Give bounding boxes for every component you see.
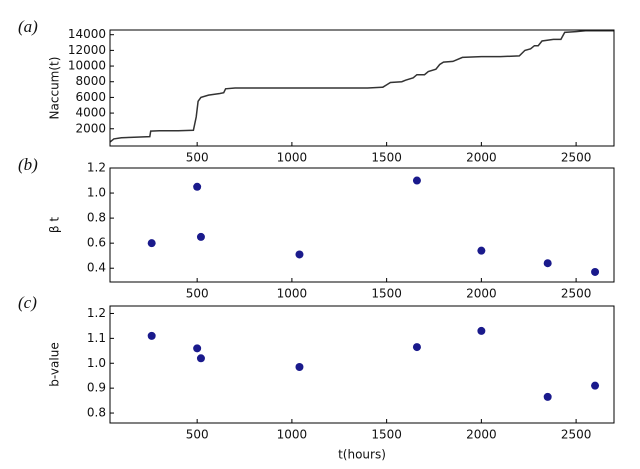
data-point: [147, 239, 156, 248]
data-point: [193, 182, 202, 191]
y-tick-label: 12000: [68, 43, 106, 57]
plot-frame: [109, 305, 615, 424]
data-point: [147, 331, 156, 340]
y-tick-label: 1.0: [87, 186, 106, 200]
x-tick-label: 2500: [561, 428, 592, 442]
y-axis-label: b-value: [48, 342, 62, 386]
data-point: [295, 362, 304, 371]
x-tick-label: 500: [186, 428, 209, 442]
x-tick-label: 1500: [371, 151, 402, 165]
y-tick-label: 4000: [75, 106, 106, 120]
data-point: [295, 250, 304, 259]
x-tick-label: 1500: [371, 428, 402, 442]
data-point: [543, 392, 552, 401]
y-tick-label: 1.0: [87, 356, 106, 370]
y-tick-label: 1.2: [87, 306, 106, 320]
y-axis-label: β t: [48, 217, 62, 233]
x-tick-label: 500: [186, 287, 209, 301]
y-axis-label: Naccum(t): [48, 57, 62, 120]
y-tick-label: 0.8: [87, 406, 106, 420]
x-tick-label: 2000: [466, 428, 497, 442]
panel-label: (a): [18, 17, 38, 36]
y-tick-label: 0.6: [87, 236, 106, 250]
y-tick-label: 0.4: [87, 261, 106, 275]
plot-frame: [109, 167, 615, 283]
data-point: [412, 343, 421, 352]
x-tick-label: 2000: [466, 151, 497, 165]
data-point: [193, 344, 202, 353]
y-tick-label: 14000: [68, 27, 106, 41]
data-point: [196, 232, 205, 241]
y-tick-label: 10000: [68, 59, 106, 73]
data-point: [543, 259, 552, 268]
y-tick-label: 8000: [75, 74, 106, 88]
x-tick-label: 1000: [277, 428, 308, 442]
y-tick-label: 0.9: [87, 381, 106, 395]
y-tick-label: 6000: [75, 90, 106, 104]
x-tick-label: 500: [186, 151, 209, 165]
x-tick-label: 1000: [277, 287, 308, 301]
data-line: [109, 30, 614, 143]
panel-label: (c): [18, 293, 37, 312]
x-tick-label: 1500: [371, 287, 402, 301]
x-tick-label: 1000: [277, 151, 308, 165]
data-point: [591, 267, 600, 276]
x-tick-label: 2500: [561, 151, 592, 165]
y-tick-label: 1.2: [87, 161, 106, 175]
data-point: [477, 246, 486, 255]
data-point: [477, 326, 486, 335]
y-tick-label: 2000: [75, 121, 106, 135]
x-tick-label: 2000: [466, 287, 497, 301]
y-tick-label: 0.8: [87, 211, 106, 225]
x-axis-label: t(hours): [338, 448, 386, 462]
x-tick-label: 2500: [561, 287, 592, 301]
data-point: [591, 381, 600, 390]
plot-frame: [109, 29, 615, 147]
data-point: [412, 176, 421, 185]
panel-label: (b): [18, 155, 38, 174]
data-point: [196, 354, 205, 363]
y-tick-label: 1.1: [87, 331, 106, 345]
